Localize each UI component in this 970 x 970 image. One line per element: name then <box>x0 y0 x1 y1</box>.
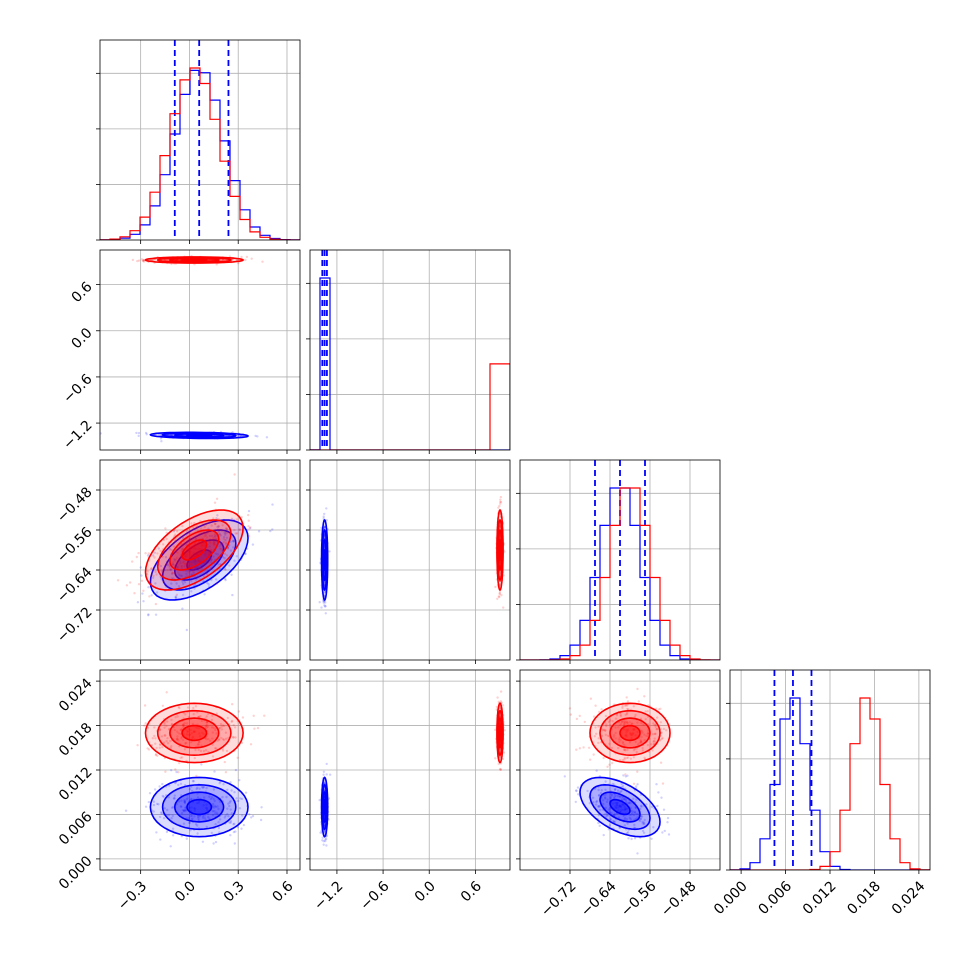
contour-0-2 <box>599 791 641 823</box>
y-tick-label: 0.0 <box>69 325 96 352</box>
contour-0-3 <box>185 433 213 437</box>
contour-0-0 <box>149 519 249 601</box>
y-tick-label: −0.64 <box>54 564 96 606</box>
contour-0-3 <box>186 798 213 816</box>
x-tick-label: 0.024 <box>889 878 929 918</box>
x-tick-label: −1.2 <box>311 878 346 913</box>
contour-0-1 <box>161 432 237 439</box>
contour-1-0 <box>144 509 244 591</box>
x-tick-label: 0.6 <box>270 878 297 905</box>
y-tick-label: 0.024 <box>56 675 96 715</box>
y-tick-label: −0.6 <box>60 371 95 406</box>
contour-1-2 <box>169 529 220 571</box>
contour-0-1 <box>589 783 651 831</box>
contour-1-0 <box>496 702 504 764</box>
histogram-series-1 <box>520 487 720 660</box>
y-tick-label: −0.56 <box>54 524 96 566</box>
contour-1-3 <box>498 724 502 742</box>
contour-1-1 <box>156 709 232 757</box>
y-tick-label: 0.006 <box>56 809 96 849</box>
y-tick-label: 0.000 <box>56 853 96 893</box>
y-tick-label: 0.012 <box>56 764 96 804</box>
y-tick-label: 0.018 <box>56 720 96 760</box>
contour-1-2 <box>169 717 220 749</box>
contour-1-0 <box>496 508 504 591</box>
contour-0-1 <box>161 783 237 831</box>
x-tick-label: −0.72 <box>538 878 580 920</box>
scatter-panel-1-0: −1.2 −0.6 0.0 0.6 <box>60 249 301 454</box>
x-tick-label: 0.018 <box>844 878 884 918</box>
histogram-series-1 <box>310 363 510 450</box>
scatter-panel-2-1 <box>306 459 511 664</box>
histogram-panel-2 <box>516 459 721 664</box>
scatter-panel-2-0: −0.72−0.64−0.56−0.48 <box>54 459 301 664</box>
contour-1-3 <box>180 258 208 262</box>
contour-1-0 <box>144 256 245 264</box>
contour-1-1 <box>156 256 233 264</box>
histogram-series-1 <box>100 67 300 240</box>
x-tick-label: 0.0 <box>172 878 199 905</box>
scatter-points-1 <box>568 687 668 785</box>
contour-0-2 <box>173 791 225 823</box>
contour-0-0 <box>579 776 661 838</box>
contour-0-0 <box>149 431 250 440</box>
contour-0-1 <box>321 528 328 592</box>
histogram-series-0 <box>310 277 510 450</box>
y-tick-label: −0.48 <box>54 484 96 526</box>
histogram-series-0 <box>730 697 930 870</box>
x-tick-label: −0.64 <box>578 878 620 920</box>
contour-0-1 <box>321 783 328 831</box>
x-tick-label: −0.3 <box>115 878 150 913</box>
x-tick-label: −0.48 <box>658 878 700 920</box>
contour-0-3 <box>322 548 327 572</box>
y-tick-label: −0.72 <box>54 604 96 646</box>
y-tick-label: 0.6 <box>69 279 96 306</box>
contour-1-3 <box>181 724 208 742</box>
histogram-series-1 <box>730 697 930 870</box>
x-tick-label: 0.000 <box>711 878 751 918</box>
histogram-panel-0 <box>96 39 301 244</box>
contour-1-0 <box>144 702 244 764</box>
contour-0-3 <box>322 798 327 816</box>
x-tick-label: −0.6 <box>357 878 392 913</box>
x-tick-label: 0.012 <box>800 878 840 918</box>
contour-1-2 <box>168 257 220 263</box>
scatter-panel-3-1: −1.2 −0.6 0.0 0.6 <box>306 669 511 914</box>
x-tick-label: 0.6 <box>458 878 485 905</box>
x-tick-label: 0.006 <box>756 878 796 918</box>
contour-1-1 <box>599 709 661 757</box>
histogram-panel-1 <box>306 249 511 454</box>
contour-0-3 <box>609 798 631 816</box>
contour-1-3 <box>619 724 641 742</box>
contour-0-0 <box>149 776 249 838</box>
y-tick-label: −1.2 <box>60 417 95 452</box>
contour-1-0 <box>589 702 671 764</box>
histogram-panel-3: 0.000 0.006 0.012 0.018 0.024 <box>711 669 931 918</box>
x-tick-label: 0.0 <box>412 878 439 905</box>
contour-0-2 <box>173 539 225 581</box>
contour-0-2 <box>173 433 225 438</box>
contour-1-3 <box>498 538 502 562</box>
contour-1-2 <box>609 717 651 749</box>
scatter-panel-3-2: −0.72−0.64−0.56−0.48 <box>516 669 721 920</box>
x-tick-label: −0.56 <box>618 878 660 920</box>
contour-1-3 <box>181 539 208 561</box>
contour-1-1 <box>156 519 232 581</box>
x-tick-label: 0.3 <box>221 878 248 905</box>
